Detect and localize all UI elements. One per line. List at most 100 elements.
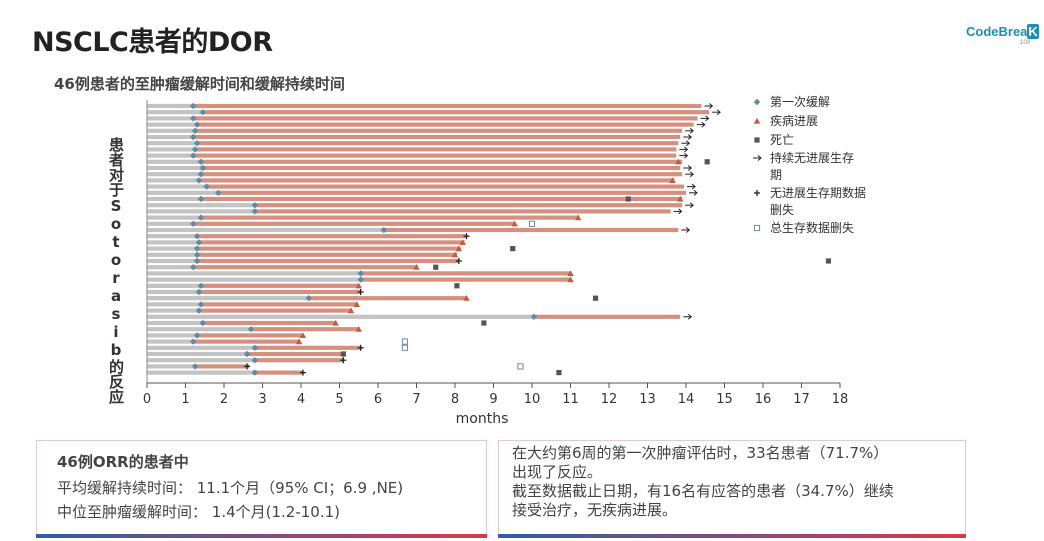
- ongoing-arrow: [683, 165, 693, 171]
- pre-response-bar: [147, 302, 201, 307]
- pre-response-bar: [147, 234, 198, 239]
- x-tick-label: 12: [601, 392, 618, 407]
- pre-response-bar: [147, 128, 196, 133]
- ongoing-arrow: [681, 140, 691, 147]
- censor-marker: [340, 357, 347, 364]
- response-bar: [198, 308, 352, 313]
- censor-marker: [754, 190, 760, 196]
- arrow-head: [687, 313, 693, 320]
- first-response-marker: [305, 295, 312, 302]
- patient-row: [147, 288, 364, 296]
- first-response-marker: [247, 326, 255, 333]
- patient-row: [147, 276, 574, 283]
- patient-row: [147, 369, 562, 376]
- x-tick-label: 4: [297, 392, 305, 407]
- progression-marker: [332, 319, 339, 326]
- mean-dor-text: 平均缓解持续时间： 11.1个月（95% CI；6.9 ,NE): [57, 479, 404, 497]
- patient-row: [147, 270, 574, 277]
- first-response-marker: [251, 357, 258, 364]
- patient-row: [147, 338, 409, 345]
- summary-box-left: 46例ORR的患者中 平均缓解持续时间： 11.1个月（95% CI；6.9 ,…: [36, 440, 487, 538]
- arrow-head: [691, 183, 696, 190]
- pre-response-bar: [147, 153, 194, 158]
- first-response-marker: [251, 344, 258, 351]
- pre-response-bar: [147, 227, 384, 233]
- patient-row: [147, 264, 439, 271]
- x-tick-label: 5: [335, 392, 343, 407]
- legend-label: 删失: [770, 202, 794, 217]
- patient-row: [147, 183, 696, 190]
- accent-bar: [498, 534, 966, 538]
- pre-response-bar: [147, 339, 194, 344]
- ongoing-arrow: [685, 171, 694, 178]
- progression-marker: [677, 195, 684, 202]
- arrow-head: [678, 208, 683, 215]
- response-bar: [195, 128, 683, 133]
- patient-row: [147, 127, 694, 134]
- pre-response-bar: [147, 116, 194, 121]
- pre-response-bar: [147, 370, 255, 375]
- pre-response-bar: [147, 252, 198, 257]
- response-bar: [308, 296, 467, 301]
- response-bar: [197, 122, 694, 127]
- response-bar: [198, 178, 675, 183]
- first-response-marker: [199, 319, 207, 327]
- death-marker: [825, 258, 832, 264]
- patient-row: [147, 357, 347, 364]
- x-tick-label: 16: [755, 392, 772, 407]
- pre-response-bar: [147, 147, 196, 152]
- patient-row: [147, 363, 524, 370]
- x-tick-label: 2: [220, 392, 228, 407]
- patient-row: [147, 245, 516, 252]
- first-response-marker: [190, 102, 197, 110]
- x-tick-label: 3: [258, 392, 266, 407]
- first-response-marker: [199, 109, 207, 116]
- ongoing-arrow: [753, 155, 762, 161]
- pre-response-bar: [147, 240, 199, 245]
- progression-marker: [347, 307, 355, 314]
- first-response-marker: [190, 115, 197, 122]
- pre-response-bar: [147, 215, 201, 220]
- first-response-marker: [195, 288, 203, 296]
- pre-response-bar: [147, 277, 361, 282]
- first-response-marker: [193, 245, 201, 252]
- x-axis-label: months: [456, 411, 509, 427]
- os-censor-marker: [528, 220, 536, 227]
- legend-label: 死亡: [770, 133, 794, 147]
- patient-row: [147, 295, 599, 302]
- response-bar: [533, 314, 681, 319]
- patient-row: [147, 177, 676, 184]
- pre-response-bar: [147, 141, 198, 146]
- first-response-marker: [197, 214, 205, 221]
- pre-response-bar: [147, 314, 534, 319]
- response-bar: [195, 147, 677, 152]
- legend-label: 期: [770, 168, 782, 182]
- first-response-marker: [193, 140, 201, 147]
- first-response-marker: [193, 121, 201, 128]
- pre-response-bar: [147, 203, 255, 208]
- note-line-4: 接受治疗，无疾病进展。: [512, 501, 678, 519]
- first-response-marker: [191, 127, 199, 134]
- response-bar: [254, 370, 303, 375]
- patient-row: [147, 202, 694, 209]
- censor-marker: [463, 233, 470, 240]
- response-bar: [193, 265, 417, 270]
- response-bar: [206, 184, 685, 189]
- first-response-marker: [380, 226, 387, 234]
- logo-k: K: [1027, 24, 1039, 39]
- death-marker: [340, 351, 346, 357]
- patient-row: [147, 133, 693, 141]
- progression-marker: [295, 338, 303, 345]
- first-response-marker: [195, 177, 203, 184]
- arrow-head: [687, 165, 693, 171]
- first-response-marker: [203, 183, 210, 190]
- patient-row: [147, 152, 689, 159]
- ongoing-arrow: [685, 202, 694, 209]
- response-bar: [193, 116, 698, 121]
- ongoing-arrow: [704, 103, 714, 109]
- arrow-head: [693, 189, 698, 196]
- censor-marker: [357, 344, 364, 351]
- arrow-head: [687, 134, 693, 140]
- pre-response-bar: [147, 221, 194, 226]
